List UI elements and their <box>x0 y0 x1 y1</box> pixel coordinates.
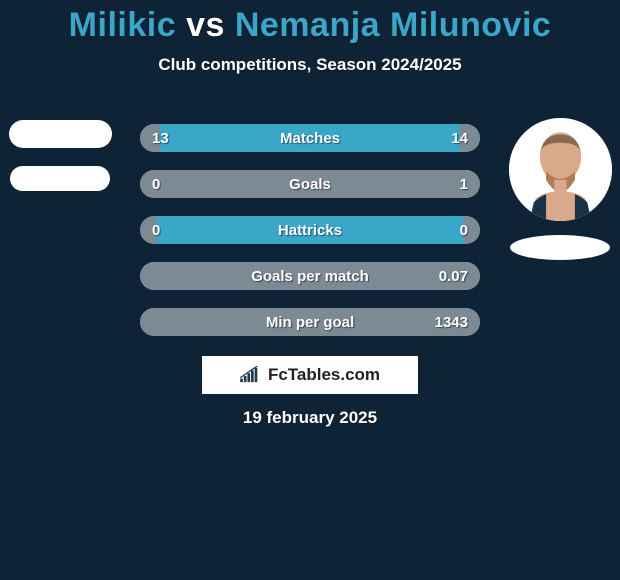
bar-value-left: 13 <box>152 124 169 152</box>
bar-label: Matches <box>140 124 480 152</box>
page-title: Milikic vs Nemanja Milunovic <box>0 0 620 45</box>
stat-bar: Matches13 14 <box>140 124 480 152</box>
bar-value-right: 0 <box>460 216 468 244</box>
title-player2: Nemanja Milunovic <box>235 6 551 44</box>
stat-bar: Goals0 1 <box>140 170 480 198</box>
bar-label: Hattricks <box>140 216 480 244</box>
bar-label: Goals <box>140 170 480 198</box>
bar-chart-icon <box>240 366 262 384</box>
player1-club-badge <box>10 166 110 191</box>
bar-value-left: 0 <box>152 170 160 198</box>
bar-value-left: 0 <box>152 216 160 244</box>
title-player1: Milikic <box>69 6 176 44</box>
stat-bars: Matches1314Goals01Hattricks00Goals per m… <box>140 124 480 336</box>
player2-club-badge <box>510 235 610 260</box>
brand-text: FcTables.com <box>268 365 380 385</box>
bar-value-right: 1343 <box>435 308 468 336</box>
left-player-column <box>0 118 120 191</box>
date-text: 19 february 2025 <box>0 408 620 428</box>
bar-value-right: 1 <box>460 170 468 198</box>
subtitle: Club competitions, Season 2024/2025 <box>0 55 620 75</box>
player2-avatar <box>509 118 612 221</box>
bar-value-right: 0.07 <box>439 262 468 290</box>
title-vs: vs <box>186 6 225 44</box>
comparison-infographic: Milikic vs Nemanja Milunovic Club compet… <box>0 0 620 580</box>
stat-bar: Min per goal1343 <box>140 308 480 336</box>
right-player-column <box>500 118 620 260</box>
bar-label: Min per goal <box>140 308 480 336</box>
bar-label: Goals per match <box>140 262 480 290</box>
stat-bar: Goals per match0.07 <box>140 262 480 290</box>
stat-bar: Hattricks0 0 <box>140 216 480 244</box>
bar-value-right: 14 <box>451 124 468 152</box>
person-icon <box>509 118 612 221</box>
brand-badge[interactable]: FcTables.com <box>202 356 418 394</box>
player1-avatar <box>9 120 112 148</box>
